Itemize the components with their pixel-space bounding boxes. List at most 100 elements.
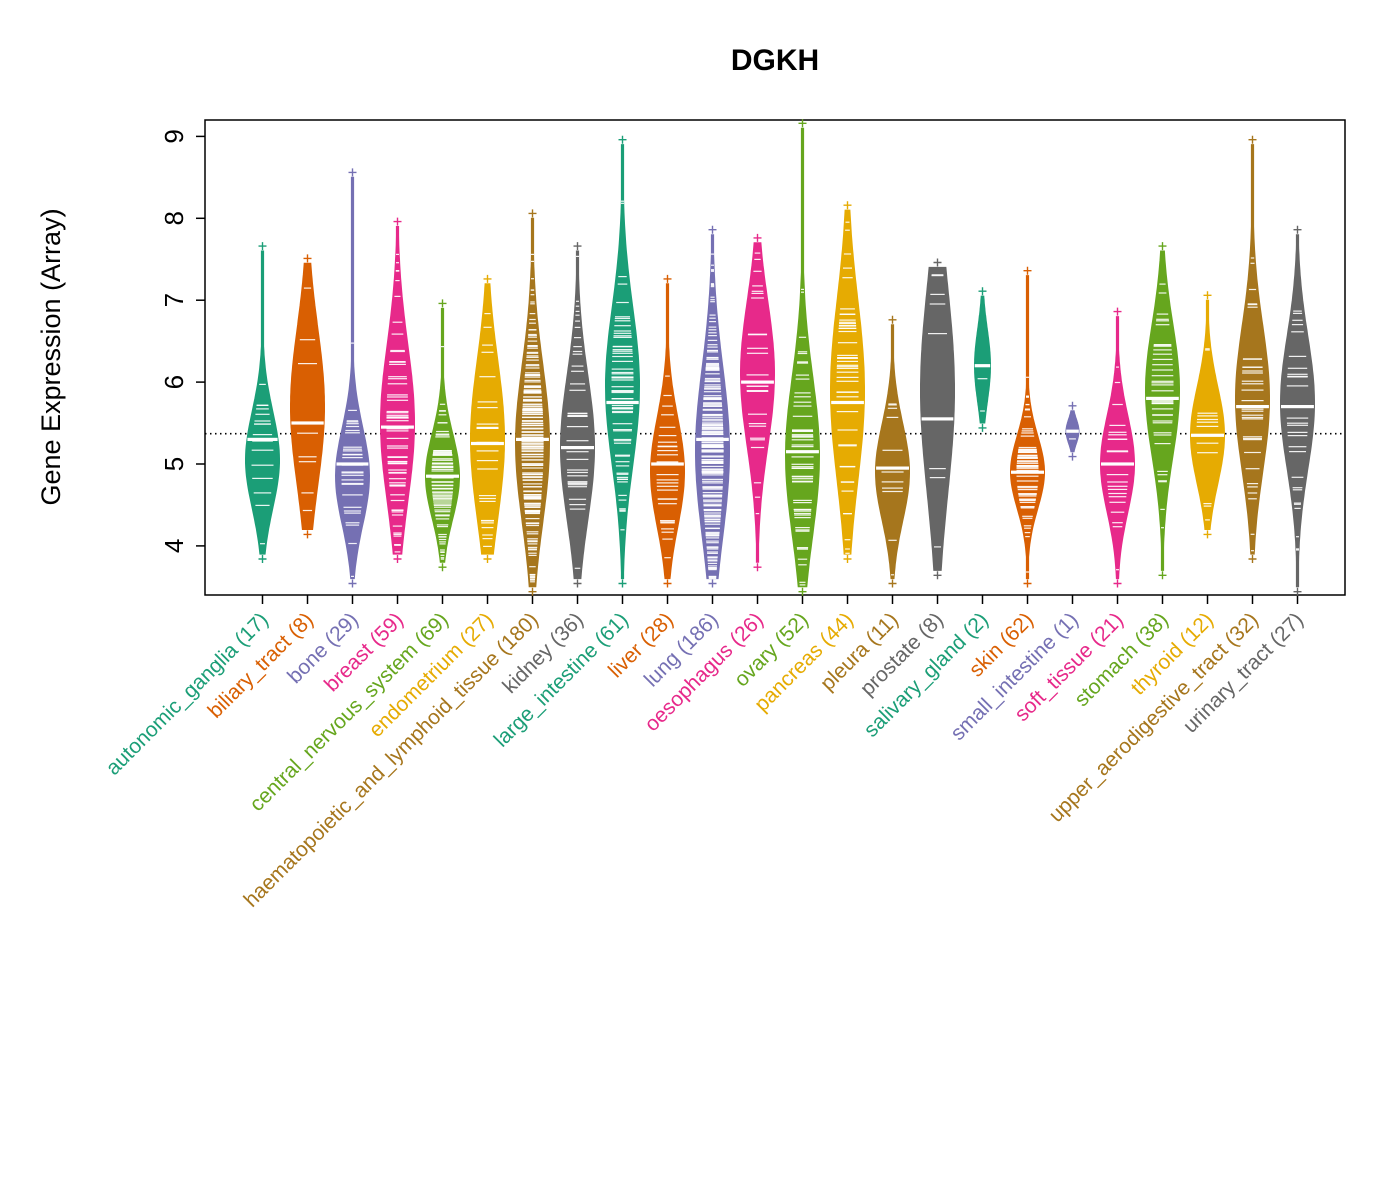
extreme-point: [1248, 135, 1257, 144]
data-point: [618, 276, 627, 278]
data-point: [701, 462, 724, 464]
data-point: [613, 438, 632, 441]
data-point: [438, 533, 447, 536]
data-point: [612, 410, 633, 413]
data-point: [436, 430, 449, 433]
data-point: [704, 512, 721, 514]
data-point: [881, 481, 904, 483]
data-point: [701, 432, 724, 434]
data-point: [1109, 424, 1126, 426]
data-point: [1116, 366, 1119, 368]
data-point: [794, 396, 811, 398]
extreme-point: [1293, 587, 1302, 596]
data-point: [440, 551, 445, 553]
violin-endometrium: [470, 283, 505, 555]
data-point: [434, 506, 451, 508]
data-point: [886, 416, 899, 418]
data-point: [793, 405, 812, 407]
extreme-point: [933, 258, 942, 267]
data-point: [567, 484, 588, 486]
data-point: [1292, 489, 1303, 491]
data-point: [661, 531, 674, 533]
data-point: [837, 429, 858, 431]
data-point: [614, 325, 631, 327]
data-point: [1017, 485, 1038, 488]
data-point: [530, 301, 535, 303]
data-point: [386, 414, 409, 416]
data-point: [1017, 456, 1038, 458]
data-point: [616, 476, 629, 478]
data-point: [391, 511, 404, 513]
data-point: [612, 411, 633, 414]
data-point: [437, 526, 448, 528]
data-point: [389, 361, 406, 363]
data-point: [529, 313, 536, 315]
data-point: [394, 544, 401, 546]
data-point: [792, 415, 813, 417]
data-point: [701, 446, 724, 448]
data-point: [521, 446, 544, 448]
data-point: [882, 449, 903, 451]
data-point: [794, 392, 811, 394]
data-point: [252, 434, 273, 436]
data-point: [345, 524, 360, 526]
data-point: [710, 299, 715, 301]
data-point: [612, 352, 633, 354]
data-point: [658, 435, 677, 437]
data-point: [791, 434, 814, 436]
data-point: [522, 483, 543, 485]
data-point: [529, 566, 536, 568]
data-point: [522, 416, 543, 418]
data-point: [567, 486, 587, 488]
data-point: [566, 458, 589, 460]
data-point: [435, 518, 450, 520]
data-point: [526, 359, 539, 361]
data-point: [837, 342, 858, 344]
data-point: [1151, 369, 1173, 371]
data-point: [707, 349, 718, 351]
data-point: [663, 394, 672, 397]
data-point: [702, 424, 723, 426]
data-point: [438, 538, 447, 541]
data-point: [797, 362, 809, 364]
extreme-point: [573, 242, 582, 251]
data-point: [701, 431, 724, 433]
extreme-point: [708, 579, 717, 588]
extreme-point: [1068, 401, 1077, 410]
data-point: [702, 482, 723, 484]
violin-breast: [380, 226, 415, 555]
data-point: [702, 486, 723, 488]
data-point: [251, 449, 274, 451]
data-point: [572, 353, 583, 355]
data-point: [658, 503, 677, 505]
data-point: [611, 391, 634, 394]
data-point: [797, 548, 808, 550]
data-point: [1019, 498, 1036, 500]
data-point: [620, 529, 625, 531]
extreme-point: [843, 555, 852, 563]
violin-ovary: [784, 127, 821, 588]
data-point: [1247, 492, 1258, 494]
data-point: [1151, 380, 1174, 382]
data-point: [845, 229, 850, 231]
data-point: [523, 398, 542, 401]
y-tick-label: 8: [159, 211, 189, 225]
data-point: [661, 414, 674, 416]
data-point: [710, 283, 714, 285]
data-point: [1026, 376, 1029, 378]
data-point: [705, 527, 720, 529]
data-point: [342, 450, 363, 452]
data-point: [703, 391, 722, 393]
data-point: [435, 514, 450, 516]
data-point: [348, 542, 357, 545]
median-line: [561, 446, 594, 450]
data-point: [704, 386, 721, 388]
data-point: [934, 546, 941, 548]
data-point: [839, 319, 856, 321]
data-point: [791, 439, 814, 441]
data-point: [839, 313, 856, 315]
data-point: [881, 471, 904, 473]
data-point: [521, 459, 544, 461]
y-tick-label: 6: [159, 375, 189, 389]
data-point: [704, 387, 721, 389]
